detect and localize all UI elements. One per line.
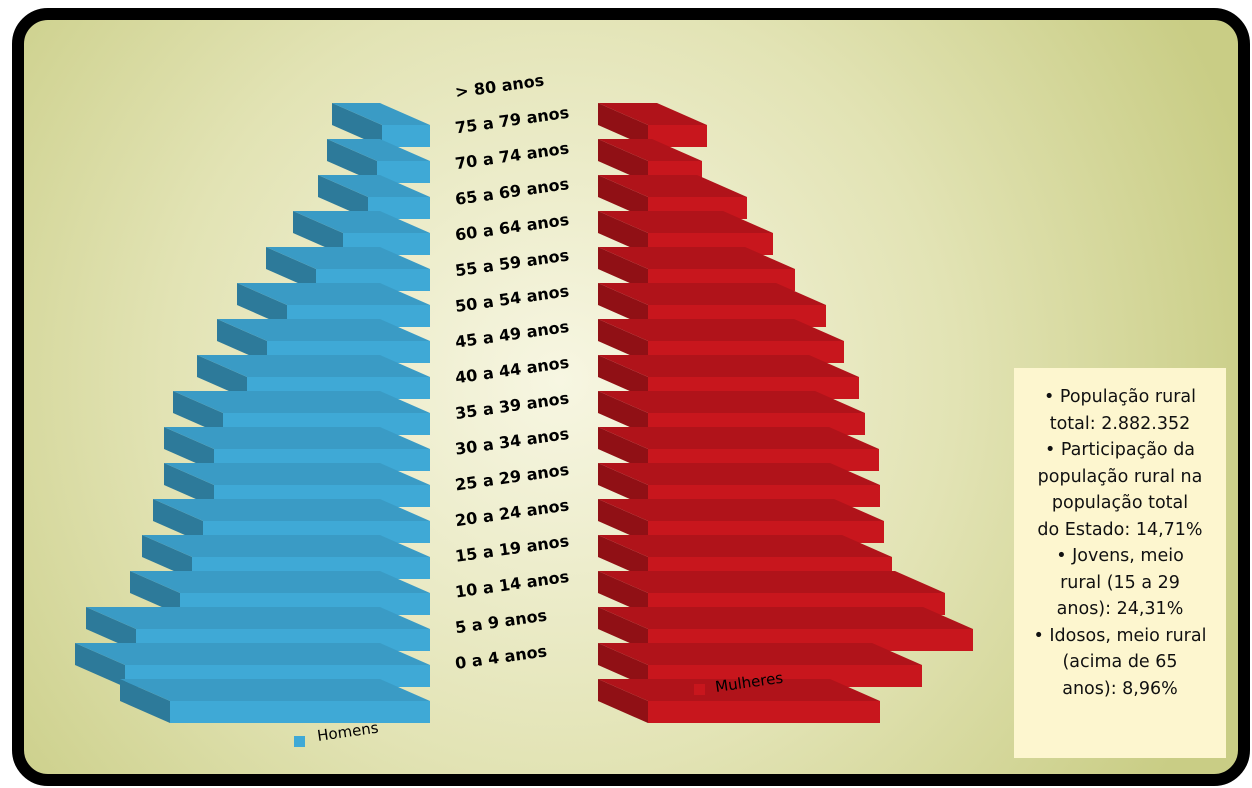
bar-mulheres-side: [598, 103, 648, 147]
info-line: • População rural: [1044, 387, 1196, 407]
info-line: • Jovens, meio: [1056, 546, 1184, 566]
bar-homens-front: [377, 161, 430, 183]
bar-mulheres-top: [598, 355, 859, 377]
bar-mulheres-top: [598, 643, 922, 665]
bar-homens: [332, 103, 430, 147]
bar-mulheres-side: [598, 499, 648, 543]
bar-mulheres-side: [598, 463, 648, 507]
bar-homens-top: [293, 211, 430, 233]
info-box: • População rural total: 2.882.352 • Par…: [1014, 368, 1226, 758]
bar-mulheres-top: [598, 211, 773, 233]
bar-mulheres-top: [598, 427, 879, 449]
men-bars: [75, 103, 430, 723]
legend-swatch-homens: [294, 736, 305, 747]
bar-mulheres-side: [598, 535, 648, 579]
bar-homens-top: [86, 607, 430, 629]
bar-homens-top: [130, 571, 430, 593]
bar-mulheres-side: [598, 139, 648, 183]
legend-swatch-mulheres: [694, 684, 705, 695]
bar-homens-top: [75, 643, 430, 665]
info-line: rural (15 a 29: [1060, 572, 1180, 593]
info-line: • Participação da: [1044, 440, 1196, 460]
bar-homens-top: [120, 679, 430, 701]
info-line: do Estado: 14,71%: [1037, 519, 1203, 540]
bar-mulheres-top: [598, 103, 707, 125]
bar-homens-side: [120, 679, 170, 723]
bar-mulheres-side: [598, 211, 648, 255]
bar-homens-top: [164, 427, 430, 449]
bar-mulheres-top: [598, 391, 865, 413]
bar-homens-side: [164, 463, 214, 507]
info-line: • Idosos, meio rural: [1033, 625, 1207, 646]
bar-mulheres-side: [598, 319, 648, 363]
bar-homens-top: [266, 247, 430, 269]
bar-homens-side: [217, 319, 267, 363]
bar-homens-side: [266, 247, 316, 291]
bar-mulheres-side: [598, 571, 648, 615]
bar-mulheres-top: [598, 139, 702, 161]
bar-homens-top: [318, 175, 430, 197]
bar-homens-front: [382, 125, 430, 147]
bar-mulheres-top: [598, 571, 945, 593]
bar-mulheres-side: [598, 679, 648, 723]
bar-mulheres-top: [598, 319, 844, 341]
bar-homens-side: [332, 103, 382, 147]
bar-homens: [237, 283, 430, 327]
bar-mulheres-top: [598, 607, 973, 629]
bar-mulheres: [598, 103, 707, 147]
bar-mulheres-front: [648, 125, 707, 147]
bar-mulheres-top: [598, 535, 892, 557]
bar-homens-top: [327, 139, 430, 161]
bar-mulheres-front: [648, 701, 880, 723]
bar-mulheres-top: [598, 679, 880, 701]
info-line: anos): 8,96%: [1062, 678, 1178, 699]
bar-mulheres-side: [598, 283, 648, 327]
bar-homens-side: [142, 535, 192, 579]
bar-mulheres-top: [598, 283, 826, 305]
bar-homens-top: [142, 535, 430, 557]
bar-homens-top: [237, 283, 430, 305]
bar-homens-side: [153, 499, 203, 543]
bar-homens-side: [173, 391, 223, 435]
bar-mulheres-top: [598, 463, 880, 485]
info-line: total: 2.882.352: [1049, 413, 1191, 434]
bar-mulheres-side: [598, 175, 648, 219]
bar-homens-side: [318, 175, 368, 219]
bar-homens-side: [237, 283, 287, 327]
bar-mulheres-side: [598, 391, 648, 435]
bar-homens-side: [327, 139, 377, 183]
bar-mulheres-side: [598, 607, 648, 651]
bar-homens-side: [130, 571, 180, 615]
bar-mulheres-top: [598, 247, 795, 269]
bar-homens-front: [170, 701, 430, 723]
bar-homens: [293, 211, 430, 255]
bar-homens-side: [164, 427, 214, 471]
bar-homens-top: [217, 319, 430, 341]
info-line: anos): 24,31%: [1056, 599, 1184, 619]
info-line: população rural na: [1037, 466, 1203, 487]
info-line: população total: [1051, 493, 1189, 513]
bar-homens-side: [75, 643, 125, 687]
bar-mulheres-side: [598, 247, 648, 291]
bar-homens: [120, 679, 430, 723]
bar-homens-top: [197, 355, 430, 377]
bar-homens-top: [173, 391, 430, 413]
bar-mulheres-side: [598, 355, 648, 399]
bar-mulheres-side: [598, 427, 648, 471]
bar-homens-top: [332, 103, 430, 125]
bar-homens-side: [86, 607, 136, 651]
bar-homens: [327, 139, 430, 183]
bar-mulheres-top: [598, 499, 884, 521]
bar-mulheres-top: [598, 175, 747, 197]
info-line: (acima de 65: [1062, 652, 1178, 672]
women-bars: [598, 103, 973, 723]
bar-homens-top: [164, 463, 430, 485]
bar-mulheres-side: [598, 643, 648, 687]
bar-mulheres: [598, 679, 880, 723]
bar-homens-side: [293, 211, 343, 255]
bar-homens-side: [197, 355, 247, 399]
bar-homens-top: [153, 499, 430, 521]
